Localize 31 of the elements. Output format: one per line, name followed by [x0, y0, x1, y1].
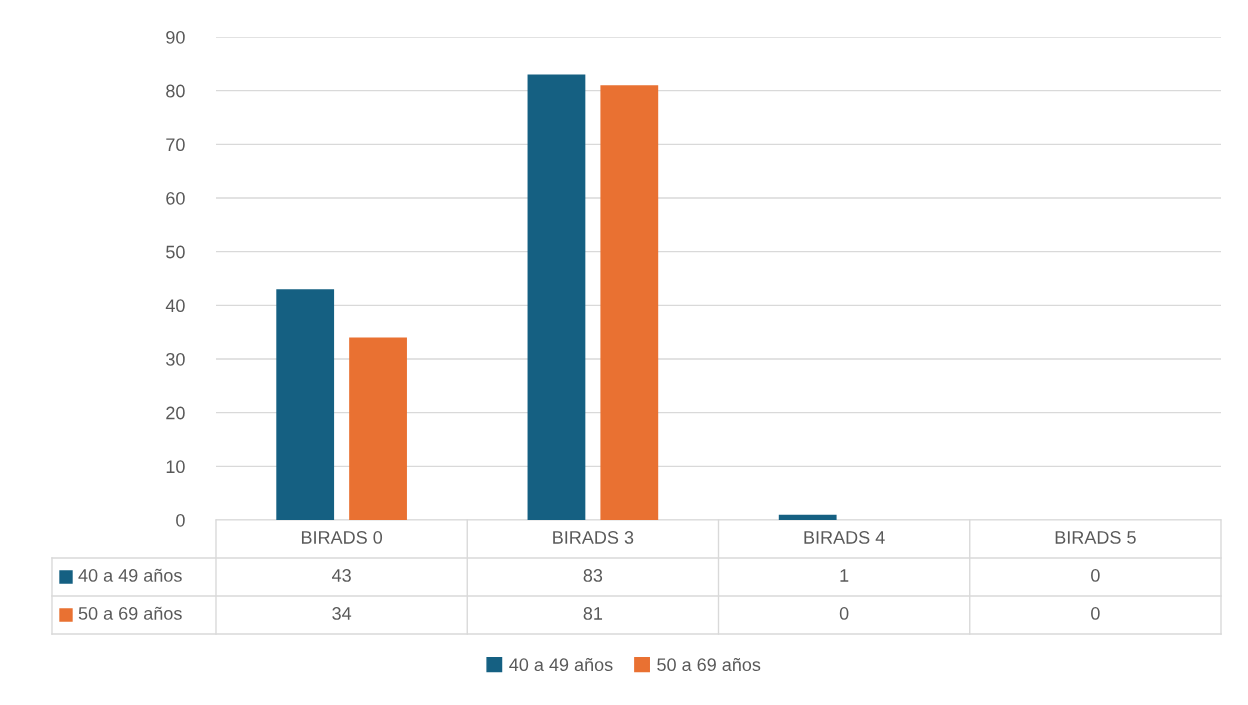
data-label: 1 — [840, 569, 849, 582]
data-label: 83 — [583, 569, 603, 582]
y-tick-label: 60 — [166, 191, 185, 205]
x-tick-label: BIRADS 3 — [553, 531, 634, 544]
legend-label: 50 a 69 años — [657, 657, 761, 672]
data-label: 0 — [839, 607, 849, 620]
bar — [778, 514, 837, 520]
x-tick-label: BIRADS 0 — [301, 531, 383, 544]
data-label: 0 — [1091, 607, 1100, 620]
bar — [349, 337, 407, 520]
y-tick-label: 50 — [166, 245, 185, 259]
x-tick-label: BIRADS 4 — [804, 531, 885, 544]
data-label: 81 — [583, 607, 603, 620]
y-tick-label: 40 — [165, 299, 185, 313]
bar — [600, 85, 659, 520]
legend-label: 40 a 49 años — [78, 568, 182, 582]
y-tick-label: 30 — [166, 352, 185, 366]
x-tick-label: BIRADS 5 — [1055, 531, 1136, 544]
y-tick-label: 10 — [166, 460, 185, 474]
y-tick-label: 70 — [166, 138, 185, 152]
y-tick-label: 80 — [166, 84, 185, 98]
y-tick-label: 0 — [176, 513, 185, 527]
y-tick-label: 90 — [166, 30, 185, 44]
bar — [276, 289, 335, 520]
data-label: 0 — [1091, 569, 1100, 582]
data-label: 34 — [332, 607, 352, 620]
y-tick-label: 20 — [166, 406, 185, 420]
text: 50 a 69 años — [78, 606, 182, 620]
bar — [527, 74, 586, 520]
data-label: 43 — [332, 569, 351, 582]
text: 40 a 49 años — [509, 657, 613, 672]
